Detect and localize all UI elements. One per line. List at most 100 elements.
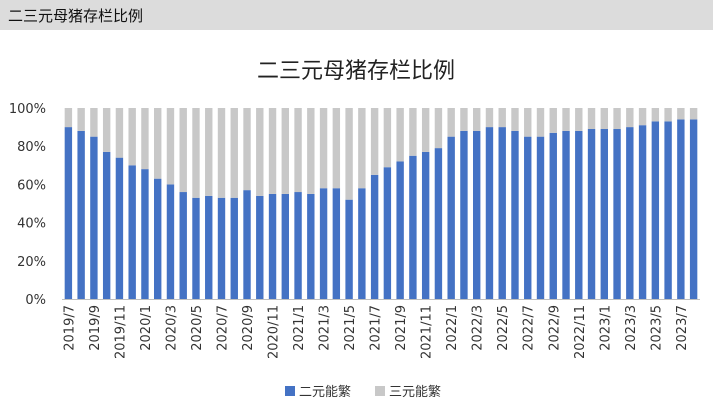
bar-segment-series-0 (192, 197, 200, 299)
bar-segment-series-0 (64, 127, 73, 299)
bar-segment-series-0 (498, 127, 506, 299)
bar-segment-series-0 (217, 197, 226, 299)
y-axis: 0% 20% 40% 60% 80% 100% (9, 102, 46, 308)
bar-segment-series-1 (421, 108, 430, 152)
y-tick-label: 0% (25, 293, 46, 308)
bar-segment-series-0 (90, 136, 98, 299)
bar-segment-series-1 (154, 108, 162, 179)
bar-segment-series-1 (217, 108, 226, 198)
bar-segment-series-1 (536, 108, 545, 137)
legend: 二元能繁 三元能繁 (285, 384, 441, 400)
bar-segment-series-1 (689, 108, 698, 120)
bar-segment-series-1 (90, 108, 98, 137)
bar-segment-series-1 (319, 108, 328, 189)
bar-segment-series-0 (447, 136, 455, 299)
bar-segment-series-0 (256, 195, 264, 299)
x-tick-label: 2021/3 (318, 305, 333, 351)
bar-segment-series-0 (511, 130, 519, 299)
bar-segment-series-1 (498, 108, 506, 128)
header-title: 二三元母猪存栏比例 (8, 7, 144, 25)
bar-segment-series-0 (638, 125, 647, 299)
bar-segment-series-1 (613, 108, 621, 130)
y-tick-label: 20% (17, 255, 46, 270)
bar-segment-series-1 (473, 108, 481, 131)
x-tick-label: 2020/1 (139, 305, 154, 351)
bar-segment-series-1 (600, 108, 608, 130)
bar-segment-series-1 (664, 108, 672, 122)
bar-segment-series-1 (460, 108, 468, 131)
y-tick-label: 40% (17, 217, 46, 232)
legend-label-series-0: 二元能繁 (299, 384, 351, 400)
bar-segment-series-0 (154, 178, 162, 299)
bar-segment-series-0 (421, 151, 430, 299)
bar-segment-series-1 (64, 108, 73, 128)
bar-segment-series-1 (524, 108, 532, 137)
x-tick-label: 2022/5 (496, 305, 511, 351)
bar-segment-series-1 (549, 108, 557, 133)
bar-segment-series-0 (600, 129, 608, 299)
bar-segment-series-0 (166, 184, 175, 299)
bar-segment-series-0 (587, 129, 596, 299)
bar-segment-series-0 (77, 130, 85, 299)
bar-segment-series-1 (332, 108, 341, 189)
bar-segment-series-0 (626, 127, 634, 299)
bar-segment-series-1 (575, 108, 583, 131)
bar-segment-series-0 (294, 192, 302, 299)
bar-segment-series-1 (128, 108, 136, 166)
bar-segment-series-1 (141, 108, 149, 170)
bar-segment-series-1 (268, 108, 277, 194)
bar-segment-series-0 (370, 174, 379, 299)
x-tick-label: 2020/11 (267, 305, 282, 359)
bar-segment-series-0 (102, 151, 111, 299)
bar-segment-series-0 (651, 121, 660, 300)
bars-layer (64, 108, 698, 300)
x-tick-label: 2022/3 (471, 305, 486, 351)
bar-segment-series-1 (358, 108, 366, 189)
bar-segment-series-0 (319, 188, 328, 299)
x-tick-label: 2020/5 (190, 305, 205, 351)
legend-label-series-1: 三元能繁 (389, 384, 441, 400)
bar-segment-series-0 (613, 129, 621, 299)
bar-segment-series-0 (524, 136, 532, 299)
legend-swatch-series-1 (375, 386, 385, 396)
x-tick-label: 2023/3 (624, 305, 639, 351)
bar-segment-series-1 (166, 108, 175, 185)
x-tick-label: 2019/7 (62, 305, 77, 351)
x-tick-label: 2020/9 (241, 305, 256, 351)
bar-segment-series-0 (549, 132, 557, 299)
x-tick-label: 2022/9 (547, 305, 562, 351)
bar-segment-series-0 (460, 130, 468, 299)
x-tick-label: 2020/3 (164, 305, 179, 351)
bar-segment-series-1 (307, 108, 315, 194)
bar-segment-series-1 (205, 108, 213, 196)
bar-segment-series-1 (192, 108, 200, 198)
y-tick-label: 100% (9, 102, 46, 117)
x-tick-label: 2019/9 (88, 305, 103, 351)
x-tick-label: 2022/11 (573, 305, 588, 359)
bar-segment-series-1 (626, 108, 634, 128)
x-tick-label: 2021/11 (420, 305, 435, 359)
bar-segment-series-0 (536, 136, 545, 299)
x-tick-label: 2020/7 (216, 305, 231, 351)
bar-segment-series-0 (307, 193, 315, 299)
x-tick-label: 2022/7 (522, 305, 537, 351)
bar-segment-series-0 (345, 199, 353, 299)
x-axis: 2019/7 2019/9 2019/11 2020/1 2020/3 2020/5 202… (62, 299, 700, 359)
x-tick-label: 2023/1 (598, 305, 613, 351)
bar-segment-series-0 (664, 121, 672, 300)
bar-segment-series-0 (396, 161, 404, 299)
bar-segment-series-0 (205, 195, 213, 299)
bar-segment-series-1 (651, 108, 660, 122)
bar-segment-series-0 (434, 148, 443, 299)
bar-segment-series-1 (434, 108, 443, 149)
bar-segment-series-0 (115, 157, 124, 299)
x-tick-label: 2021/5 (343, 305, 358, 351)
bar-segment-series-1 (294, 108, 302, 193)
bar-segment-series-1 (638, 108, 647, 126)
bar-segment-series-0 (179, 192, 187, 299)
x-tick-label: 2019/11 (113, 305, 128, 359)
chart-title: 二三元母猪存栏比例 (257, 59, 455, 84)
bar-segment-series-1 (511, 108, 519, 131)
bar-segment-series-0 (358, 188, 366, 299)
bar-segment-series-0 (243, 190, 251, 299)
